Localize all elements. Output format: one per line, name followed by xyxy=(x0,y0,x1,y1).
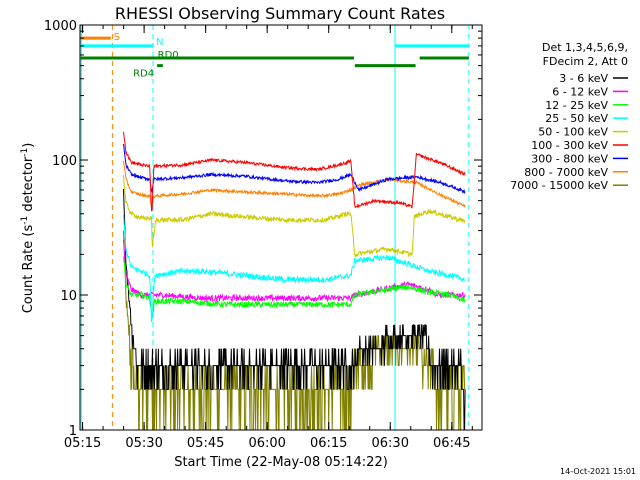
series-line-2 xyxy=(123,256,466,315)
status-bar-label-5: RD4 xyxy=(133,69,154,80)
legend-label-1: 6 - 12 keV xyxy=(552,85,608,98)
y-axis-label-mid: detector xyxy=(21,156,36,216)
series-line-4 xyxy=(123,175,466,258)
y-tick-label-3: 1000 xyxy=(44,19,77,34)
legend-label-3: 25 - 50 keV xyxy=(545,112,608,125)
legend: Det 1,3,4,5,6,9,FDecim 2, Att 0 3 - 6 keV… xyxy=(510,41,628,192)
x-tick-label-0: 05:15 xyxy=(64,436,101,451)
legend-label-7: 800 - 7000 keV xyxy=(524,166,608,179)
y-axis-label-end: ) xyxy=(21,143,36,148)
legend-label-2: 12 - 25 keV xyxy=(545,99,608,112)
series-line-5 xyxy=(123,131,466,212)
status-bar-label-3: RD0 xyxy=(158,50,179,61)
legend-header-1: FDecim 2, Att 0 xyxy=(543,55,628,68)
y-tick-label-2: 100 xyxy=(52,154,77,169)
series-line-0 xyxy=(123,188,466,431)
legend-label-5: 100 - 300 keV xyxy=(531,139,608,152)
y-axis-label-sup2: -1 xyxy=(20,148,30,157)
footer-timestamp: 14-Oct-2021 15:01 xyxy=(560,467,636,476)
series-line-7 xyxy=(123,160,466,208)
x-tick-label-2: 05:45 xyxy=(187,436,224,451)
y-axis-label-main: Count Rate (s xyxy=(21,225,36,314)
x-tick-label-1: 05:30 xyxy=(125,436,162,451)
x-tick-label-3: 06:00 xyxy=(248,436,285,451)
x-tick-label-4: 06:15 xyxy=(310,436,347,451)
x-axis-label: Start Time (22-May-08 05:14:22) xyxy=(174,455,388,470)
legend-header-0: Det 1,3,4,5,6,9, xyxy=(542,41,628,54)
legend-label-0: 3 - 6 keV xyxy=(559,72,608,85)
y-tick-label-0: 1 xyxy=(69,424,77,439)
legend-label-8: 7000 - 15000 keV xyxy=(510,179,608,192)
legend-label-6: 300 - 800 keV xyxy=(531,152,608,165)
y-axis-label-sup1: -1 xyxy=(20,216,30,225)
x-tick-label-6: 06:45 xyxy=(433,436,470,451)
series-lines xyxy=(123,131,466,431)
series-line-6 xyxy=(123,143,466,195)
x-tick-label-5: 06:30 xyxy=(372,436,409,451)
series-line-3 xyxy=(123,214,466,323)
y-axis-label: Count Rate (s-1 detector-1) xyxy=(20,143,36,314)
series-line-1 xyxy=(123,239,466,303)
attenuator-bars: S N RD0 RD4 xyxy=(80,32,469,80)
axes: 1 10 100 1000 05:15 05:30 05:45 06:00 06:15 06:30… xyxy=(44,19,482,451)
plot-frame xyxy=(79,24,483,431)
status-bar-label-1: N xyxy=(156,37,163,48)
legend-label-4: 50 - 100 keV xyxy=(538,126,608,139)
vertical-markers xyxy=(80,25,470,430)
chart-title: RHESSI Observing Summary Count Rates xyxy=(115,4,445,23)
y-tick-label-1: 10 xyxy=(60,289,77,304)
status-bar-label-0: S xyxy=(114,32,120,43)
